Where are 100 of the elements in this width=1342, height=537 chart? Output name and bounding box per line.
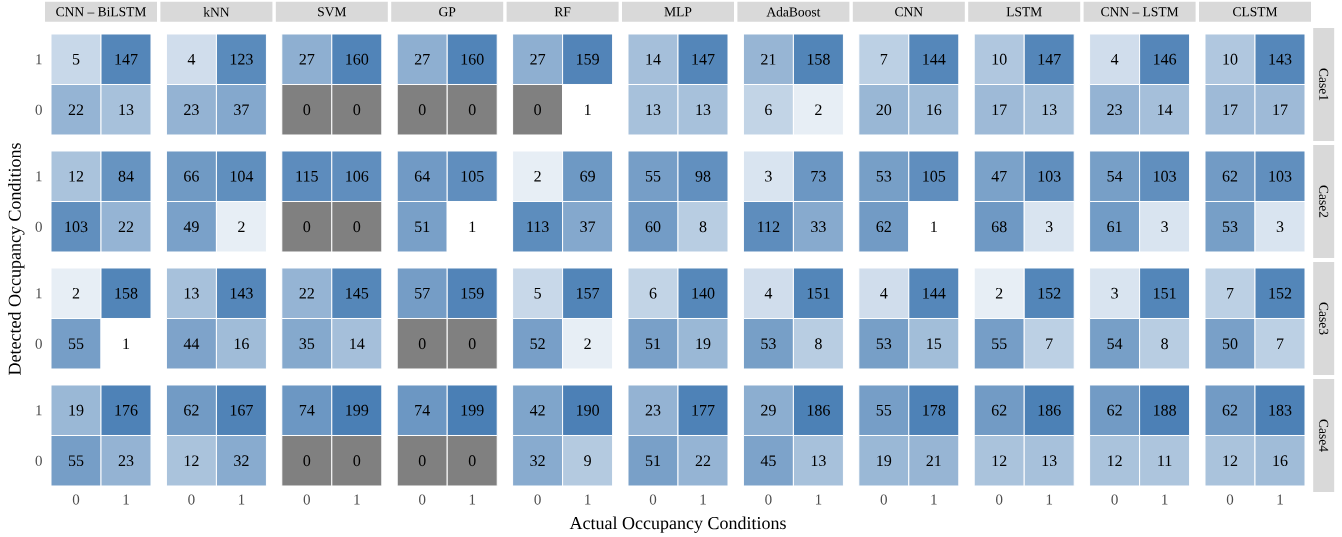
data-label: 14 xyxy=(350,338,365,350)
data-label: 151 xyxy=(807,287,830,299)
data-label: 12 xyxy=(992,455,1007,467)
data-label: 13 xyxy=(1042,455,1057,467)
data-label: 73 xyxy=(811,170,826,182)
data-label: 1 xyxy=(585,104,591,116)
data-label: 0 xyxy=(468,455,476,467)
data-label: 51 xyxy=(415,221,430,233)
data-label: 7 xyxy=(1046,338,1053,349)
data-label: 7 xyxy=(1227,288,1234,299)
data-label: 13 xyxy=(646,104,661,116)
data-label: 21 xyxy=(761,53,776,65)
text: Case4 xyxy=(1319,419,1329,452)
data-label: 54 xyxy=(1107,338,1123,350)
x-tick-label: 0 xyxy=(188,494,195,505)
text: Case3 xyxy=(1319,302,1329,335)
data-label: 147 xyxy=(1038,53,1061,65)
data-label: 4 xyxy=(1110,53,1119,65)
data-label: 62 xyxy=(1222,404,1238,416)
data-label: 146 xyxy=(1154,53,1177,65)
data-label: 123 xyxy=(230,53,253,65)
data-label: 152 xyxy=(1038,287,1061,299)
data-label: 159 xyxy=(577,53,599,65)
data-label: 1 xyxy=(931,221,937,233)
data-label: 49 xyxy=(183,221,199,233)
data-label: 178 xyxy=(923,404,946,416)
data-label: 47 xyxy=(991,170,1007,182)
data-label: 53 xyxy=(876,170,892,182)
chart-title: GP xyxy=(439,7,456,17)
data-label: 12 xyxy=(69,170,84,182)
text: Case1 xyxy=(1319,68,1329,101)
x-tick-label: 1 xyxy=(585,494,591,505)
data-label: 57 xyxy=(415,287,430,299)
data-label: 6 xyxy=(765,104,772,116)
data-label: 0 xyxy=(468,338,476,350)
data-label: 22 xyxy=(68,104,84,116)
x-tick-label: 1 xyxy=(1162,494,1168,505)
data-label: 12 xyxy=(1108,455,1122,467)
data-label: 4 xyxy=(880,287,888,299)
data-label: 19 xyxy=(69,404,84,416)
y-axis-title: Detected Occupancy Conditions xyxy=(8,143,25,375)
x-tick-label: 1 xyxy=(123,494,129,505)
data-label: 53 xyxy=(761,338,776,350)
data-label: 152 xyxy=(1269,287,1292,299)
data-label: 69 xyxy=(580,170,595,182)
data-label: 0 xyxy=(534,104,541,116)
data-label: 105 xyxy=(461,170,484,182)
data-label: 11 xyxy=(1158,455,1172,467)
data-label: 44 xyxy=(183,338,200,350)
data-label: 27 xyxy=(530,53,546,65)
data-label: 64 xyxy=(414,170,430,182)
data-label: 140 xyxy=(692,287,715,299)
data-label: 16 xyxy=(234,338,249,350)
data-label: 51 xyxy=(645,455,661,467)
data-label: 188 xyxy=(1154,404,1176,416)
data-label: 9 xyxy=(584,455,591,467)
data-label: 1 xyxy=(469,221,476,233)
data-label: 199 xyxy=(346,404,369,416)
data-label: 0 xyxy=(418,455,426,467)
data-label: 16 xyxy=(1273,455,1288,467)
data-label: 33 xyxy=(811,221,826,233)
data-label: 13 xyxy=(696,104,711,116)
data-label: 23 xyxy=(184,104,199,116)
data-label: 0 xyxy=(353,221,361,233)
data-label: 60 xyxy=(645,221,661,233)
data-label: 66 xyxy=(184,170,199,182)
data-label: 14 xyxy=(1158,104,1173,116)
x-tick-label: 0 xyxy=(765,494,772,505)
data-label: 2 xyxy=(815,104,822,116)
data-label: 144 xyxy=(923,53,946,65)
data-label: 20 xyxy=(876,104,892,116)
data-label: 5 xyxy=(534,287,541,299)
data-label: 186 xyxy=(807,404,830,416)
data-label: 23 xyxy=(1107,104,1122,116)
data-label: 8 xyxy=(1161,338,1168,350)
data-label: 3 xyxy=(1276,221,1284,233)
data-label: 8 xyxy=(815,338,822,350)
data-label: 103 xyxy=(1269,170,1292,182)
data-label: 158 xyxy=(115,287,138,299)
data-label: 13 xyxy=(1042,104,1057,116)
data-label: 2 xyxy=(995,287,1003,299)
data-label: 199 xyxy=(461,404,484,416)
data-label: 84 xyxy=(118,170,134,182)
x-tick-label: 0 xyxy=(72,494,80,505)
data-label: 115 xyxy=(296,170,318,182)
data-label: 53 xyxy=(1222,221,1238,233)
data-label: 4 xyxy=(187,53,196,65)
data-label: 113 xyxy=(527,221,549,233)
data-label: 147 xyxy=(115,53,138,65)
data-label: 0 xyxy=(303,455,311,467)
y-tick-label: 1 xyxy=(36,405,42,416)
data-label: 151 xyxy=(1154,287,1176,299)
data-label: 0 xyxy=(468,104,476,116)
data-label: 51 xyxy=(645,338,661,350)
y-tick-label: 0 xyxy=(35,104,42,115)
data-label: 17 xyxy=(1223,104,1238,116)
data-label: 13 xyxy=(119,104,134,116)
data-label: 14 xyxy=(646,53,661,65)
data-label: 2 xyxy=(238,221,245,233)
data-label: 3 xyxy=(1111,287,1118,299)
